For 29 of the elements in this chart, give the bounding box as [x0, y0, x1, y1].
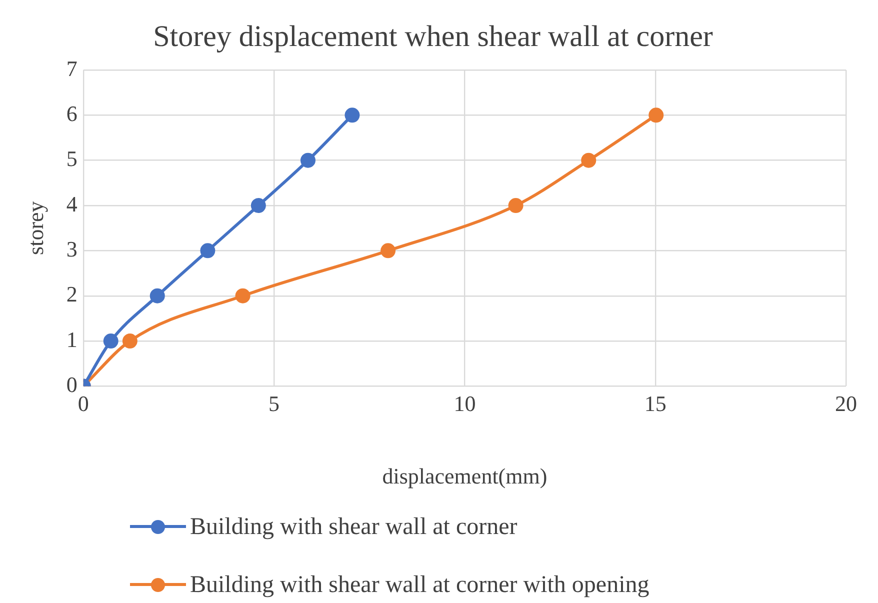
y-tick-label: 2 — [66, 282, 78, 307]
y-tick-label: 3 — [66, 236, 78, 262]
point — [300, 152, 316, 168]
y-tick-label: 7 — [66, 56, 78, 81]
x-axis-title: displacement(mm) — [382, 464, 548, 489]
y-tick-label: 5 — [66, 146, 78, 172]
y-tick-label: 4 — [66, 191, 78, 216]
point — [103, 334, 118, 349]
point — [508, 198, 524, 214]
point — [122, 334, 138, 349]
x-tick-label: 20 — [835, 391, 857, 416]
legend-label: Building with shear wall at corner with opening — [190, 572, 650, 598]
y-tick-label: 1 — [66, 326, 78, 352]
point — [200, 243, 216, 258]
x-tick-label: 5 — [268, 391, 280, 416]
chart-title: Storey displacement when shear wall at corner — [153, 20, 713, 53]
point — [380, 243, 396, 258]
point — [648, 108, 664, 123]
point — [150, 288, 165, 304]
y-axis-title: storey — [22, 201, 48, 255]
point — [581, 152, 596, 168]
x-tick-label: 10 — [454, 391, 476, 416]
y-tick-label: 6 — [66, 100, 78, 126]
legend-label: Building with shear wall at corner — [190, 514, 518, 540]
x-tick-label: 15 — [644, 391, 666, 416]
y-tick-label: 0 — [66, 372, 78, 397]
point — [235, 288, 250, 304]
point — [250, 198, 266, 214]
point — [344, 108, 360, 123]
